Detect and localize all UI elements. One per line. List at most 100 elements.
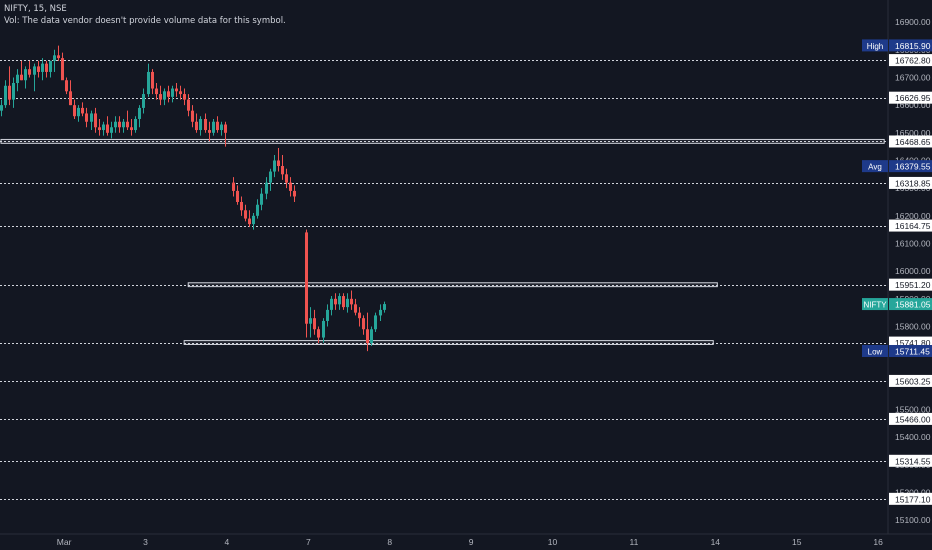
candle-body [317, 329, 320, 338]
candle-body [370, 329, 373, 344]
zone-box[interactable] [183, 340, 714, 345]
candle-body [309, 318, 312, 324]
candle-body [69, 91, 72, 106]
candle-body [0, 105, 3, 111]
price-tick-label: 15100.00 [895, 515, 931, 525]
candle [134, 116, 137, 133]
level-label-text: 16762.80 [895, 56, 931, 66]
tag-value-bg [889, 344, 932, 357]
levels-layer [0, 60, 888, 500]
tag-value: 16815.90 [895, 41, 931, 51]
candle-body [49, 60, 52, 72]
level-label-text: 16468.65 [895, 137, 931, 147]
candle-body [183, 94, 186, 100]
price-tick-label: 16500.00 [895, 128, 931, 138]
time-tick-label: 15 [792, 537, 802, 547]
tag-name: Low [868, 347, 883, 356]
tag-value: 15711.45 [895, 346, 930, 356]
level-label-text: 15466.00 [895, 414, 931, 424]
candle [16, 69, 19, 92]
level-label-text: 16626.95 [895, 93, 931, 103]
candle-body [138, 107, 141, 119]
level-label-bg [889, 454, 932, 467]
candle [204, 113, 207, 133]
candle [281, 154, 284, 180]
candle-body [24, 69, 27, 81]
time-axis[interactable]: Mar 3 4 7 8 9 10 11 14 15 16 [57, 537, 883, 547]
candle [110, 121, 113, 139]
candle-body [45, 63, 48, 72]
candle-body [106, 124, 109, 133]
candle [236, 185, 239, 205]
candle [142, 88, 145, 114]
candle [383, 301, 386, 313]
candle [305, 229, 308, 338]
time-tick-label: 11 [630, 537, 639, 547]
candle-body [114, 121, 117, 128]
candle-body [350, 298, 353, 305]
candle [179, 85, 182, 100]
candle [322, 318, 325, 343]
candle-body [28, 69, 31, 75]
candle-body [41, 63, 44, 72]
candle-body [90, 113, 93, 122]
candle-body [285, 174, 288, 183]
level-label-text: 15951.20 [895, 280, 931, 290]
candle [208, 121, 211, 142]
candle [12, 77, 15, 108]
candle-body [33, 66, 36, 75]
candle-body [366, 329, 369, 344]
candle [20, 60, 23, 81]
candle [85, 107, 88, 128]
candle-body [362, 318, 365, 330]
level-label-bg [889, 219, 932, 232]
price-tag-nifty: NIFTY 15881.05 [862, 298, 932, 311]
candle [195, 113, 198, 133]
candle [265, 177, 268, 200]
candle-body [224, 124, 227, 133]
candle-body [98, 127, 101, 131]
candle-body [322, 320, 325, 338]
candle-body [220, 124, 223, 131]
level-label-bg [889, 135, 932, 148]
candle [130, 118, 133, 136]
candle [317, 326, 320, 344]
level-label-bg [889, 492, 932, 505]
candle-body [232, 182, 235, 191]
candle-body [53, 55, 56, 61]
candle [45, 60, 48, 78]
candle-body [338, 296, 341, 305]
candle-body [8, 85, 11, 100]
candle [346, 293, 349, 313]
candle [269, 168, 272, 191]
price-tag-avg: Avg 16379.55 [862, 160, 932, 173]
zone-box[interactable] [187, 282, 718, 288]
candle-body [187, 99, 190, 111]
candle [338, 293, 341, 310]
candle-body [179, 91, 182, 95]
candle-body [248, 218, 251, 225]
candle-body [354, 304, 357, 313]
candle [57, 45, 60, 61]
candle [187, 94, 190, 117]
candle [358, 307, 361, 327]
symbol-title[interactable]: NIFTY, 15, NSE [4, 4, 67, 14]
candle [147, 63, 150, 97]
candle [114, 116, 117, 133]
candle-body [277, 160, 280, 167]
candle [4, 80, 7, 108]
candle-body [240, 201, 243, 211]
candle-body [273, 160, 276, 172]
candle [183, 88, 186, 106]
candle [342, 293, 345, 310]
candle [175, 83, 178, 97]
candle-body [191, 110, 194, 122]
candle-body [12, 83, 15, 100]
level-label-text: 15177.10 [895, 494, 931, 504]
volume-note: Vol: The data vendor doesn't provide vol… [4, 16, 286, 26]
candle-body [118, 121, 121, 128]
candle-body [130, 127, 133, 131]
candle-body [216, 121, 219, 131]
level-label-text: 16318.85 [895, 178, 931, 188]
